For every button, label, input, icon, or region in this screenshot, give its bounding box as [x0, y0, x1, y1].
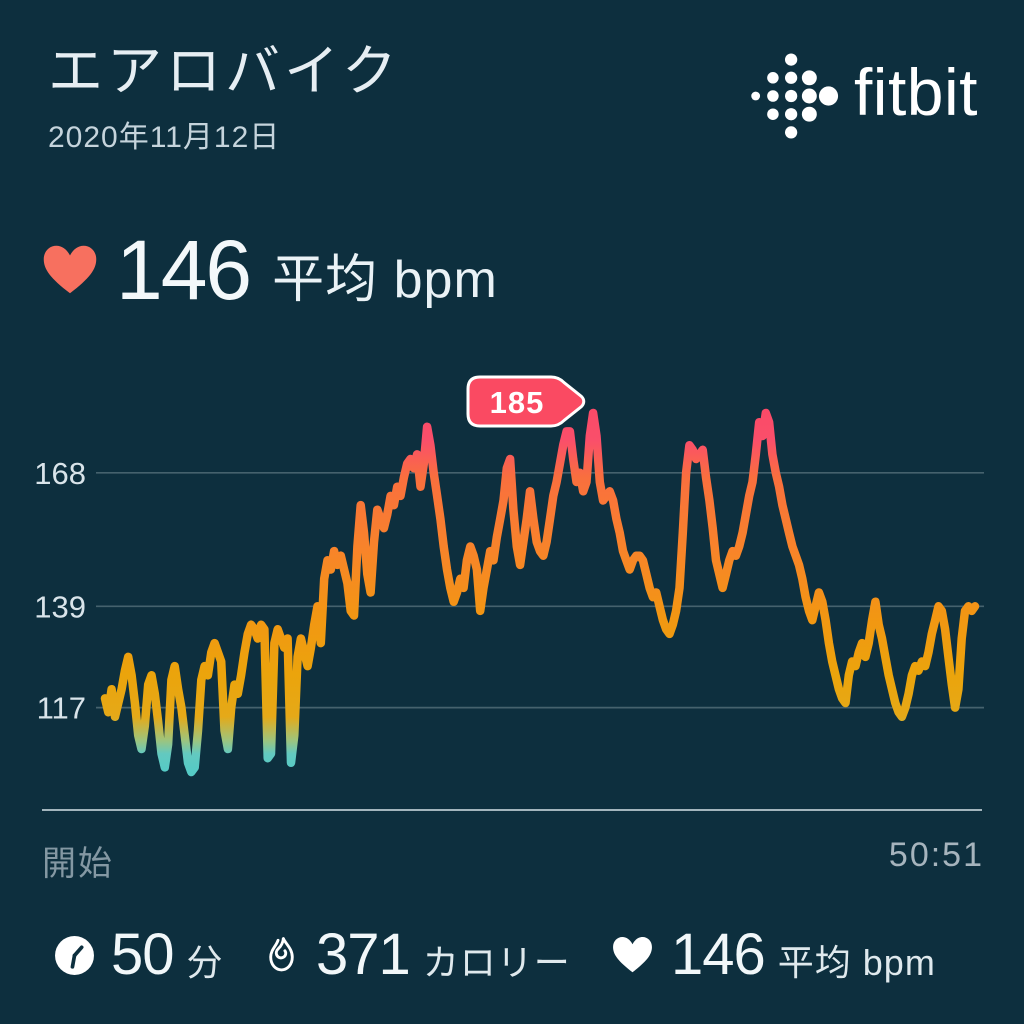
y-axis-label: 117: [37, 691, 86, 726]
activity-title: エアロバイク: [48, 40, 401, 102]
heart-icon: [43, 245, 97, 294]
heart-rate-line: [100, 408, 980, 777]
duration-unit: 分: [186, 942, 224, 983]
avg-bpm-value: 146: [116, 223, 252, 317]
activity-date: 2020年11月12日: [48, 121, 281, 155]
calories-stat: 371 カロリー: [263, 924, 571, 986]
clock-icon: [55, 935, 94, 975]
y-axis-label: 139: [34, 589, 86, 624]
fitbit-dots-icon: [751, 53, 839, 139]
gridlines: 168 139 117: [34, 456, 984, 726]
y-axis-label: 168: [34, 456, 86, 491]
calories-value: 371: [316, 922, 411, 987]
callout-badge-shape: [466, 375, 586, 428]
avg-bpm-unit: 平均 bpm: [272, 250, 498, 309]
x-axis-end-label: 50:51: [888, 836, 984, 874]
max-bpm-value: 185: [490, 385, 545, 420]
avg-bpm-summary: 146 平均 bpm: [40, 228, 498, 312]
fitbit-logo: fitbit: [748, 46, 978, 146]
duration-value: 50: [111, 922, 175, 987]
avg-bpm-stat-unit: 平均 bpm: [777, 942, 936, 983]
avg-bpm-stat-value: 146: [671, 922, 766, 987]
avg-bpm-stat: 146 平均 bpm: [610, 924, 936, 986]
duration-stat: 50 分: [54, 924, 224, 986]
max-bpm-callout: 185: [466, 375, 586, 428]
header: エアロバイク 2020年11月12日: [48, 40, 401, 156]
axis-divider: [42, 809, 982, 811]
heart-icon: [613, 937, 652, 973]
x-axis-start-label: 開始: [42, 845, 114, 883]
heart-shape: [43, 245, 97, 294]
flame-icon: [269, 936, 294, 971]
fitbit-wordmark: fitbit: [853, 55, 978, 129]
calories-unit: カロリー: [422, 942, 571, 983]
